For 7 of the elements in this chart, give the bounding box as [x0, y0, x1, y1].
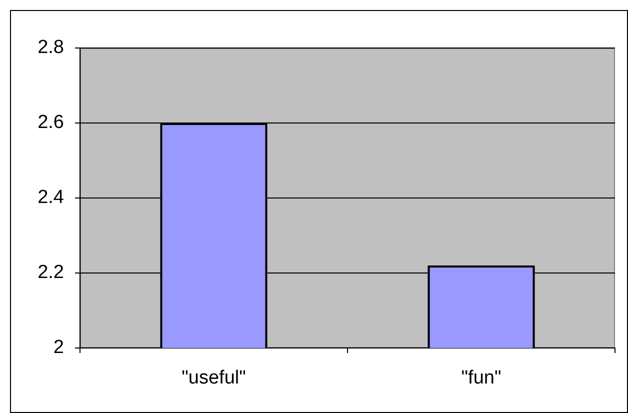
y-tick-label: 2 — [53, 337, 64, 358]
y-tick-label: 2.4 — [38, 187, 64, 208]
y-tick-label: 2.6 — [38, 112, 64, 134]
x-tick-label: "fun" — [461, 368, 502, 389]
x-tick-label: "useful" — [182, 368, 246, 389]
y-tick-label: 2.2 — [38, 262, 64, 284]
y-tick-label: 2.8 — [38, 37, 64, 58]
